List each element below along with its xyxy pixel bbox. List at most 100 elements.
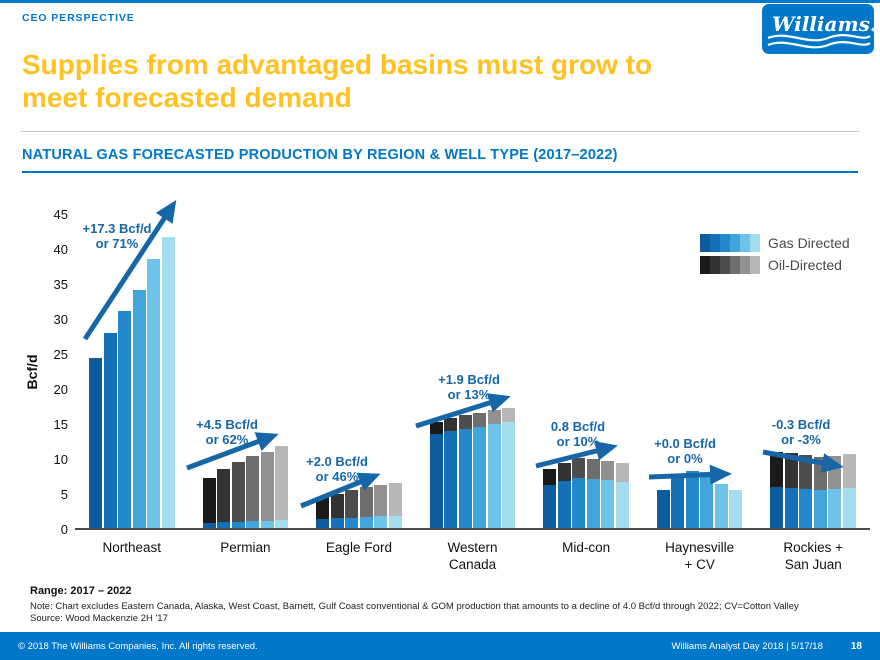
x-axis-labels: Northeast Permian Eagle Ford Western Canada… xyxy=(75,540,870,574)
exclusion-note: Note: Chart excludes Eastern Canada, Ala… xyxy=(30,601,799,612)
bar-gas-directed xyxy=(700,472,714,528)
y-tick-label: 25 xyxy=(53,347,68,362)
bar-gas-directed xyxy=(671,476,685,528)
y-tick-label: 35 xyxy=(53,277,68,292)
bar-gas-directed xyxy=(543,484,557,528)
bar-oil-directed xyxy=(615,462,629,482)
bar-gas-directed xyxy=(813,489,827,528)
bar-gas-directed xyxy=(103,333,117,528)
legend-swatch xyxy=(720,234,730,252)
williams-logo: Williams. xyxy=(762,4,874,54)
growth-annotation-line: +2.0 Bcf/d xyxy=(306,454,368,469)
bar-gas-directed xyxy=(316,518,330,528)
copyright-text: © 2018 The Williams Companies, Inc. All … xyxy=(18,640,258,652)
header-divider xyxy=(20,131,860,132)
growth-annotation: +0.0 Bcf/d or 0% xyxy=(654,436,716,467)
legend-swatch xyxy=(720,256,730,274)
growth-annotation-line: -0.3 Bcf/d xyxy=(771,417,831,432)
category-label: Mid-con xyxy=(562,540,611,555)
legend-swatch xyxy=(710,256,720,274)
growth-annotation-line: or 71% xyxy=(95,236,139,252)
growth-annotation-line: or 46% xyxy=(315,469,359,485)
bar-oil-directed xyxy=(202,477,216,524)
growth-annotation-line: 0.8 Bcf/d xyxy=(550,419,606,434)
logo-wave-icon xyxy=(767,34,871,42)
legend-swatch xyxy=(730,234,740,252)
legend-row: Oil-Directed xyxy=(700,256,850,274)
bar-gas-directed xyxy=(275,520,289,528)
legend-swatch xyxy=(730,256,740,274)
bar-gas-directed xyxy=(89,357,103,528)
legend-swatch xyxy=(740,234,750,252)
bar-gas-directed xyxy=(458,428,472,528)
bar-oil-directed xyxy=(388,483,402,517)
legend-swatch-gradient xyxy=(700,234,760,252)
growth-annotation-line: or -3% xyxy=(781,432,821,448)
y-tick-label: 40 xyxy=(53,242,68,257)
bar-gas-directed xyxy=(714,483,728,528)
logo-text: Williams. xyxy=(772,12,874,36)
y-tick-label: 20 xyxy=(53,382,68,397)
legend-label: Oil-Directed xyxy=(768,257,842,273)
growth-annotation-line: +4.5 Bcf/d xyxy=(196,417,258,432)
bar-gas-directed xyxy=(260,521,274,528)
bar-oil-directed xyxy=(557,462,571,482)
bar-gas-directed xyxy=(729,489,743,528)
bar-gas-directed xyxy=(572,478,586,528)
bar-oil-directed xyxy=(429,421,443,434)
category-label: Western Canada xyxy=(447,540,498,572)
growth-annotation: 0.8 Bcf/d or 10% xyxy=(551,419,605,450)
legend-swatch xyxy=(700,256,710,274)
bar-oil-directed xyxy=(828,455,842,489)
bar-oil-directed xyxy=(458,415,472,429)
bar-oil-directed xyxy=(487,410,501,425)
category-label: Eagle Ford xyxy=(325,540,392,555)
bar-gas-directed xyxy=(118,311,132,528)
bar-oil-directed xyxy=(842,453,856,489)
legend-swatch xyxy=(750,234,760,252)
bar-oil-directed xyxy=(502,408,516,423)
y-tick-label: 15 xyxy=(53,417,68,432)
bar-oil-directed xyxy=(770,451,784,488)
bar-gas-directed xyxy=(799,488,813,528)
bar-gas-directed xyxy=(429,433,443,528)
bar-oil-directed xyxy=(217,468,231,523)
growth-annotation-line: or 13% xyxy=(447,387,491,403)
growth-annotation: +4.5 Bcf/d or 62% xyxy=(196,417,258,448)
y-tick-label: 0 xyxy=(60,522,68,537)
bar-oil-directed xyxy=(601,460,615,481)
bar-gas-directed xyxy=(685,470,699,528)
source-note: Source: Wood Mackenzie 2H '17 xyxy=(30,613,168,624)
bar-oil-directed xyxy=(473,412,487,427)
bar-gas-directed xyxy=(784,488,798,528)
bar-gas-directed xyxy=(487,424,501,528)
growth-annotation: +1.9 Bcf/d or 13% xyxy=(438,372,500,403)
category-label: Northeast xyxy=(102,540,162,555)
category-label: Permian xyxy=(220,540,271,555)
legend-swatch xyxy=(710,234,720,252)
legend-swatch xyxy=(750,256,760,274)
growth-annotation-line: +1.9 Bcf/d xyxy=(438,372,500,387)
footer-bar: © 2018 The Williams Companies, Inc. All … xyxy=(0,632,880,660)
legend-swatch xyxy=(700,234,710,252)
bar-gas-directed xyxy=(246,521,260,528)
growth-annotation: +2.0 Bcf/d or 46% xyxy=(306,454,368,485)
bar-gas-directed xyxy=(444,430,458,528)
y-axis-ticks: 0 5 10 15 20 25 30 35 40 45 xyxy=(38,207,68,537)
bar-gas-directed xyxy=(231,521,245,528)
bar-oil-directed xyxy=(359,487,373,517)
bar-oil-directed xyxy=(260,452,274,521)
range-note: Range: 2017 – 2022 xyxy=(30,585,132,597)
legend-row: Gas Directed xyxy=(700,234,850,252)
bar-gas-directed xyxy=(359,516,373,528)
slide-title-line2: meet forecasted demand xyxy=(22,82,352,113)
bar-gas-directed xyxy=(502,422,516,528)
bar-oil-directed xyxy=(586,458,600,479)
bar-oil-directed xyxy=(330,493,344,519)
bar-gas-directed xyxy=(345,517,359,528)
growth-annotation-line: +17.3 Bcf/d xyxy=(82,221,152,236)
bar-oil-directed xyxy=(572,458,586,479)
plot-area: +17.3 Bcf/d or 71% +4.5 Bcf/d or 62% +2.0 Bc… xyxy=(75,199,870,530)
bar-gas-directed xyxy=(828,488,842,528)
y-tick-label: 10 xyxy=(53,452,68,467)
